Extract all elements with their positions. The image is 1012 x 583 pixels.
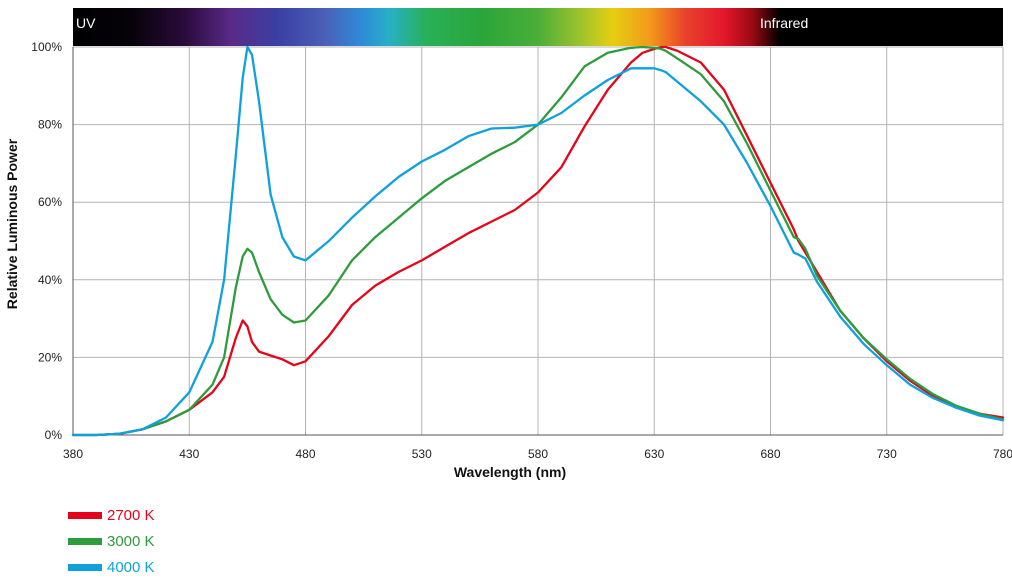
x-tick-label: 530 [412,447,432,461]
x-tick-label: 580 [528,447,548,461]
x-tick-label: 430 [179,447,199,461]
legend-swatch-4000k [68,563,102,571]
spectrum-label-uv: UV [76,15,96,31]
legend-label-2700k: 2700 K [107,506,155,524]
x-axis-title: Wavelength (nm) [454,464,566,480]
x-tick-labels: 380 430 480 530 580 630 680 730 780 [63,447,1012,461]
y-tick-labels: 0% 20% 40% 60% 80% 100% [31,40,62,442]
y-axis-title: Relative Luminous Power [4,138,20,309]
x-tick-label: 680 [760,447,780,461]
legend: 2700 K 3000 K 4000 K [68,502,155,580]
legend-item-2700k: 2700 K [68,502,155,528]
x-tick-label: 780 [993,447,1012,461]
legend-label-3000k: 3000 K [107,532,155,550]
legend-swatch-3000k [68,537,102,545]
legend-label-4000k: 4000 K [107,558,155,576]
y-tick-label: 100% [31,40,62,54]
axes [72,47,1003,436]
series-lines [71,45,1005,437]
x-tick-label: 380 [63,447,83,461]
x-tick-label: 480 [295,447,315,461]
spectrum-label-infrared: Infrared [760,15,808,31]
x-tick-label: 730 [877,447,897,461]
y-tick-label: 80% [38,118,62,132]
legend-item-3000k: 3000 K [68,528,155,554]
legend-swatch-2700k [68,511,102,519]
spectrum-band [73,8,1003,46]
series-line-4000k [71,45,1005,437]
series-line-3000k [71,45,1005,437]
legend-item-4000k: 4000 K [68,554,155,580]
x-tick-label: 630 [644,447,664,461]
y-tick-label: 40% [38,273,62,287]
y-tick-label: 60% [38,195,62,209]
grid-lines [72,46,1004,436]
y-tick-label: 0% [45,428,63,442]
y-tick-label: 20% [38,350,62,364]
